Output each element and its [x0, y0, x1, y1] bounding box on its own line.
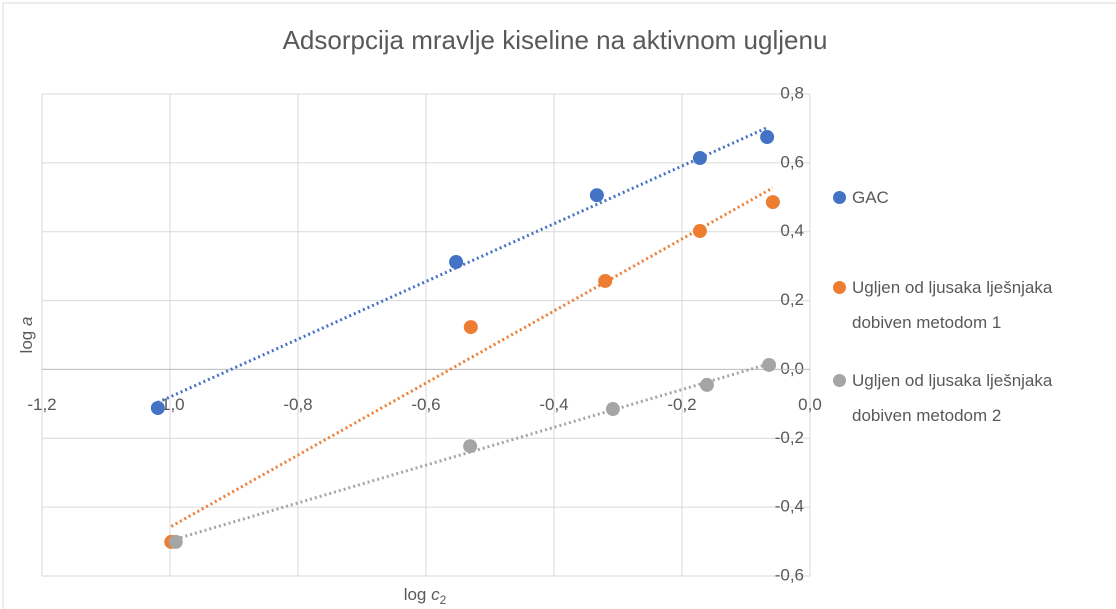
- x-tick-label: -0,2: [667, 395, 696, 414]
- legend-label: Ugljen od ljusaka lješnjaka dobiven meto…: [852, 371, 1053, 425]
- legend-label: Ugljen od ljusaka lješnjaka dobiven meto…: [852, 278, 1053, 332]
- point: [463, 439, 478, 454]
- x-label-text: log: [404, 585, 427, 604]
- point: [692, 224, 707, 239]
- y-tick-label: -0,2: [775, 428, 804, 447]
- legend-item: Ugljen od ljusaka lješnjaka dobiven meto…: [833, 270, 1095, 340]
- point: [463, 320, 478, 335]
- point: [765, 195, 780, 210]
- y-label-var: a: [17, 317, 36, 326]
- legend-item: GAC: [833, 180, 1095, 215]
- point: [168, 534, 183, 549]
- trendline: [157, 126, 768, 404]
- point: [150, 400, 165, 415]
- point: [762, 357, 777, 372]
- trendline: [170, 186, 774, 528]
- trendline: [175, 362, 770, 541]
- y-tick-label: 0,0: [780, 359, 804, 378]
- y-tick-label: 0,8: [780, 83, 804, 102]
- y-axis-label: log a: [17, 317, 36, 354]
- point: [692, 151, 707, 166]
- legend-marker: [833, 374, 846, 387]
- point: [760, 130, 775, 145]
- x-label-var: c: [431, 585, 440, 604]
- point: [449, 255, 464, 270]
- x-axis-label: log c2: [404, 585, 447, 607]
- legend-marker: [833, 281, 846, 294]
- x-tick-label: -0,8: [283, 395, 312, 414]
- grid: -1,2 -1,0 -0,8 -0,6 -0,4 -0,2 0,0-0,6-0,4-0,20…: [27, 83, 821, 584]
- x-label-sub: 2: [440, 593, 447, 607]
- legend-label: GAC: [852, 188, 889, 207]
- point: [699, 377, 714, 392]
- x-tick-label: -0,6: [411, 395, 440, 414]
- legend-item: Ugljen od ljusaka lješnjaka dobiven meto…: [833, 363, 1095, 433]
- point: [589, 188, 604, 203]
- y-tick-label: -0,6: [775, 565, 804, 584]
- x-tick-label: -1,2: [27, 395, 56, 414]
- marks: [150, 126, 780, 549]
- point: [598, 273, 613, 288]
- x-tick-label: -0,4: [539, 395, 568, 414]
- chart-title: Adsorpcija mravlje kiseline na aktivnom …: [283, 25, 828, 55]
- legend-marker: [833, 191, 846, 204]
- y-tick-label: 0,2: [780, 290, 804, 309]
- point: [605, 402, 620, 417]
- y-tick-label: 0,6: [780, 152, 804, 171]
- y-tick-label: -0,4: [775, 497, 804, 516]
- x-tick-label: 0,0: [798, 395, 822, 414]
- y-tick-label: 0,4: [780, 221, 804, 240]
- y-label-text: log: [17, 331, 36, 354]
